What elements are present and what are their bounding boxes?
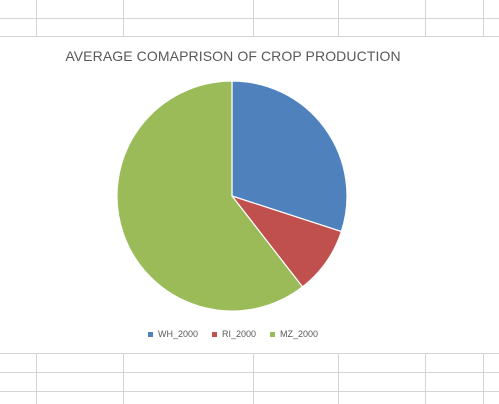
pie-slice-wh-2000[interactable] <box>231 80 348 233</box>
chart-title: AVERAGE COMAPRISON OF CROP PRODUCTION <box>65 48 401 64</box>
legend-label: WH_2000 <box>157 329 198 339</box>
pie-slice-mz-2000[interactable] <box>116 80 304 312</box>
legend-item-mz-2000[interactable]: MZ_2000 <box>270 329 318 339</box>
chart-area[interactable]: AVERAGE COMAPRISON OF CROP PRODUCTION WH… <box>0 37 499 353</box>
legend-swatch <box>147 331 153 337</box>
legend-item-ri-2000[interactable]: RI_2000 <box>211 329 257 339</box>
legend-item-wh-2000[interactable]: WH_2000 <box>147 329 198 339</box>
legend-swatch <box>270 331 276 337</box>
legend-swatch <box>211 331 217 337</box>
pie-chart <box>116 80 348 312</box>
legend-label: RI_2000 <box>221 329 257 339</box>
legend: WH_2000 RI_2000 MZ_2000 <box>0 329 466 339</box>
legend-label: MZ_2000 <box>280 329 319 339</box>
